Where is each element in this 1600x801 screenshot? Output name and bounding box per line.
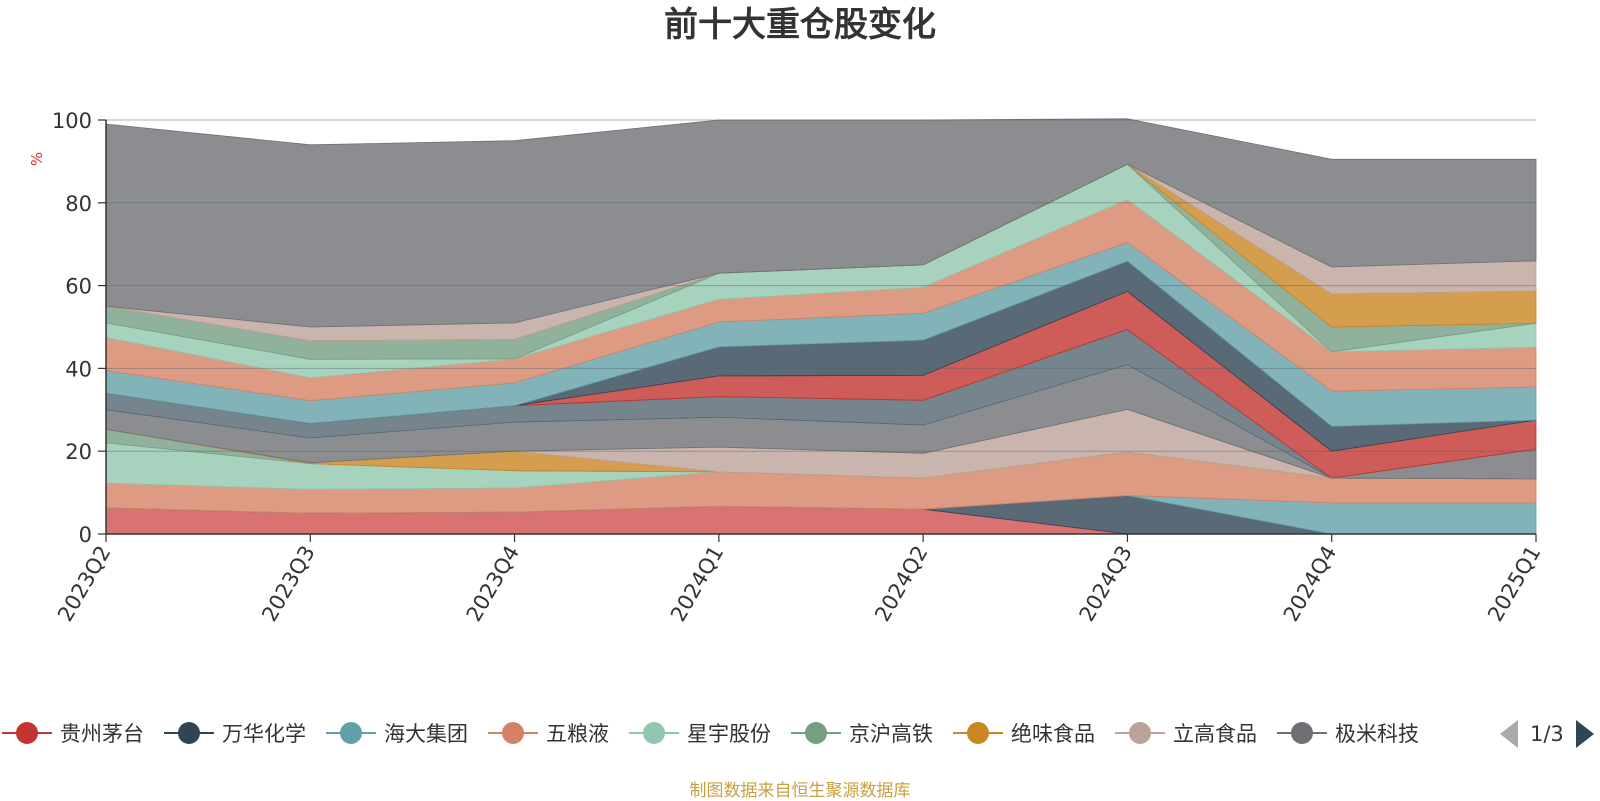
legend-label: 京沪高铁 — [849, 722, 933, 746]
legend-label: 立高食品 — [1173, 722, 1257, 746]
y-axis-unit: % — [28, 151, 47, 167]
legend-label: 万华化学 — [222, 722, 306, 746]
legend-marker-icon — [953, 721, 1003, 745]
x-tick-label-2023Q3: 2023Q3 — [257, 542, 319, 626]
legend-marker-icon — [2, 721, 52, 745]
legend-item-1[interactable]: 万华化学 — [164, 715, 306, 751]
legend: 贵州茅台 万华化学 海大集团 五粮液 星宇股份 京沪高铁 绝味食品 立高食品 极米科技 — [0, 715, 1480, 751]
y-tick-label-100: 100 — [52, 109, 92, 133]
y-tick-label-80: 80 — [65, 192, 92, 216]
legend-pager: 1/3 — [1500, 718, 1594, 750]
legend-item-0[interactable]: 贵州茅台 — [2, 715, 144, 751]
legend-item-8[interactable]: 极米科技 — [1277, 715, 1419, 751]
legend-item-3[interactable]: 五粮液 — [488, 715, 609, 751]
legend-marker-icon — [1115, 721, 1165, 745]
legend-item-2[interactable]: 海大集团 — [326, 715, 468, 751]
legend-item-4[interactable]: 星宇股份 — [629, 715, 771, 751]
legend-prev-arrow-icon[interactable] — [1500, 720, 1518, 748]
x-tick-label-2023Q4: 2023Q4 — [462, 542, 524, 626]
x-tick-label-2023Q2: 2023Q2 — [53, 542, 115, 626]
area-series-group — [105, 118, 1537, 535]
legend-page-indicator: 1/3 — [1530, 722, 1564, 746]
legend-marker-icon — [1277, 721, 1327, 745]
x-tick-label-2024Q4: 2024Q4 — [1279, 542, 1341, 626]
area-series-19[interactable] — [105, 118, 1537, 328]
legend-marker-icon — [326, 721, 376, 745]
y-tick-label-40: 40 — [65, 357, 92, 381]
legend-label: 星宇股份 — [687, 722, 771, 746]
gridlines — [106, 119, 1536, 452]
legend-marker-icon — [164, 721, 214, 745]
y-tick-label-60: 60 — [65, 275, 92, 299]
x-tick-label-2024Q2: 2024Q2 — [870, 542, 932, 626]
legend-item-6[interactable]: 绝味食品 — [953, 715, 1095, 751]
chart-plot: 0 20 40 60 80 100 2023Q2 2023Q3 2023Q4 2024Q1 2024… — [52, 109, 1546, 626]
legend-marker-icon — [488, 721, 538, 745]
chart-title: 前十大重仓股变化 — [664, 5, 936, 45]
legend-item-7[interactable]: 立高食品 — [1115, 715, 1257, 751]
y-tick-label-20: 20 — [65, 440, 92, 464]
x-tick-label-2024Q1: 2024Q1 — [666, 542, 728, 626]
legend-marker-icon — [791, 721, 841, 745]
legend-next-arrow-icon[interactable] — [1575, 720, 1594, 748]
legend-label: 五粮液 — [546, 722, 609, 746]
source-note: 制图数据来自恒生聚源数据库 — [689, 781, 911, 801]
x-tick-label-2025Q1: 2025Q1 — [1483, 542, 1545, 626]
legend-label: 绝味食品 — [1011, 722, 1095, 746]
legend-label: 极米科技 — [1335, 722, 1419, 746]
legend-label: 海大集团 — [384, 722, 468, 746]
legend-item-5[interactable]: 京沪高铁 — [791, 715, 933, 751]
x-tick-label-2024Q3: 2024Q3 — [1074, 542, 1136, 626]
y-tick-label-0: 0 — [79, 523, 92, 547]
legend-marker-icon — [629, 721, 679, 745]
legend-label: 贵州茅台 — [60, 722, 144, 746]
